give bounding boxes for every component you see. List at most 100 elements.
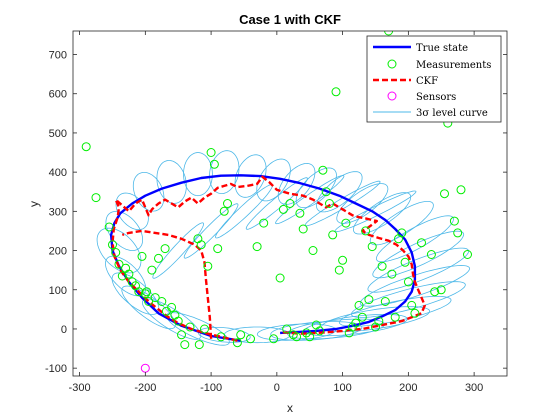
legend-swatch-sensors — [387, 91, 397, 101]
measurement-point — [449, 216, 459, 226]
measurement-point — [91, 193, 101, 203]
ckf-line — [111, 175, 426, 342]
x-tick-label: -200 — [134, 382, 156, 394]
measurement-point — [232, 338, 242, 348]
measurement-point — [150, 293, 160, 303]
measurement-point — [410, 308, 420, 318]
measurement-point — [463, 250, 472, 259]
measurement-point — [328, 230, 338, 240]
measurement-point — [407, 300, 417, 310]
measurement-point — [417, 238, 426, 248]
measurement-point — [397, 228, 407, 238]
measurement-point — [400, 257, 410, 267]
axes-box — [72, 30, 508, 377]
level-curve-ellipse — [295, 167, 337, 209]
legend-box — [366, 35, 502, 123]
measurement-point — [252, 242, 262, 252]
measurement-point — [144, 297, 154, 306]
measurement-point — [219, 206, 229, 216]
measurement-point — [308, 246, 318, 255]
measurement-point — [321, 187, 331, 197]
measurement-point — [354, 300, 364, 310]
y-tick-label: 300 — [49, 206, 67, 218]
measurement-point — [196, 240, 206, 250]
measurement-point — [209, 159, 219, 169]
level-curve-ellipse — [132, 172, 165, 212]
measurement-series — [81, 31, 472, 350]
measurement-point — [154, 253, 163, 263]
measurement-point — [390, 312, 400, 322]
legend-swatch-measurements — [387, 59, 397, 69]
legend-label-sensors: Sensors — [416, 92, 456, 103]
measurement-point — [223, 199, 232, 208]
measurement-point — [173, 316, 183, 326]
level-curve-ellipse — [338, 296, 452, 327]
level-curve-ellipse — [350, 281, 466, 318]
measurement-point — [104, 222, 114, 232]
measurement-point — [331, 87, 341, 97]
measurement-point — [436, 285, 446, 295]
measurement-point — [117, 271, 127, 281]
measurement-point — [114, 259, 124, 269]
measurement-point — [380, 297, 390, 306]
measurement-point — [111, 248, 121, 257]
level-curve-series — [96, 150, 471, 346]
measurement-point — [430, 287, 440, 297]
y-tick-label: 600 — [49, 89, 67, 101]
x-tick-label: -100 — [200, 382, 222, 394]
y-tick-label: 400 — [49, 167, 67, 179]
measurement-point — [160, 244, 170, 254]
level-curve-ellipse — [152, 222, 205, 279]
chart-title: Case 1 with CKF — [239, 12, 341, 27]
y-axis-ticks: -100 0 100 200 300 400 500 600 700 — [45, 50, 507, 375]
x-axis-ticks: -300 -200 -100 0 100 200 300 — [69, 31, 483, 394]
measurement-point — [357, 312, 367, 322]
measurement-point — [440, 189, 449, 199]
x-axis-label: x — [287, 401, 293, 415]
measurement-point — [142, 287, 152, 297]
measurement-point — [318, 165, 328, 175]
level-curve-ellipse — [275, 174, 345, 225]
y-tick-label: 500 — [49, 128, 67, 140]
measurement-point — [456, 185, 466, 195]
measurement-point — [157, 297, 167, 306]
measurement-point — [377, 261, 387, 271]
measurement-point — [124, 269, 134, 279]
measurement-point — [185, 322, 195, 332]
x-tick-label: 0 — [274, 382, 280, 394]
measurement-point — [341, 218, 351, 228]
level-curve-ellipse — [369, 201, 434, 246]
x-tick-label: 100 — [333, 382, 351, 394]
measurement-point — [374, 316, 384, 326]
level-curve-ellipse — [111, 272, 160, 315]
level-curve-ellipse — [156, 160, 187, 204]
legend-label-measurements: Measurements — [416, 60, 491, 71]
y-tick-label: 200 — [49, 246, 67, 258]
level-curve-ellipse — [376, 215, 454, 263]
x-tick-label: 300 — [465, 382, 483, 394]
legend: True state Measurements CKF Sensors 3σ l… — [366, 35, 502, 123]
y-axis-label: y — [27, 201, 41, 207]
level-curve-ellipse — [105, 211, 143, 251]
legend-label-true-state: True state — [416, 43, 468, 54]
measurement-point — [315, 326, 325, 336]
legend-label-level-curve: 3σ level curve — [416, 108, 488, 119]
measurement-point — [236, 330, 246, 340]
measurement-point — [140, 289, 150, 299]
measurement-point — [298, 224, 308, 234]
level-curve-ellipse — [287, 318, 385, 340]
measurement-point — [203, 261, 213, 271]
measurement-point — [200, 324, 209, 334]
measurement-point — [305, 332, 315, 342]
measurement-point — [177, 330, 186, 340]
measurement-point — [295, 208, 305, 218]
measurement-point — [364, 295, 374, 305]
level-curve-ellipse — [359, 265, 471, 307]
level-curve-ellipse — [121, 285, 176, 330]
measurement-point — [426, 250, 436, 259]
level-curve-ellipse — [256, 323, 337, 341]
level-curve-ellipse — [316, 171, 363, 213]
level-curve-ellipse — [270, 321, 363, 341]
legend-label-ckf: CKF — [416, 76, 438, 87]
